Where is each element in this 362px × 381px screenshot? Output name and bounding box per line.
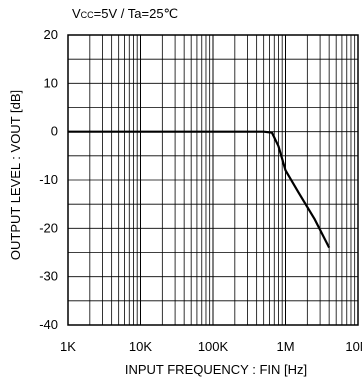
y-tick-label: -30: [39, 269, 58, 284]
plot-frame: [67, 34, 359, 326]
condition-rest: =5V / Ta=25℃: [94, 6, 178, 21]
series-lines: [68, 130, 331, 249]
x-axis-title: INPUT FREQUENCY : FIN [Hz]: [125, 362, 307, 377]
y-tick-label: -40: [39, 317, 58, 332]
x-tick-label: 10M: [345, 339, 362, 354]
y-tick-labels: 20 10 0 -10 -20 -30 -40: [39, 27, 58, 332]
grid: [68, 35, 358, 325]
x-tick-label: 100K: [198, 339, 229, 354]
series-line: [68, 130, 331, 249]
condition-label: VCC=5V / Ta=25℃: [72, 6, 178, 21]
y-tick-label: 20: [44, 27, 58, 42]
y-tick-label: 10: [44, 75, 58, 90]
y-tick-label: -10: [39, 172, 58, 187]
x-tick-labels: 1K 10K 100K 1M 10M: [60, 339, 362, 354]
x-tick-label: 1K: [60, 339, 76, 354]
condition-prefix: V: [72, 6, 81, 21]
y-tick-label: -20: [39, 220, 58, 235]
x-tick-label: 10K: [129, 339, 152, 354]
y-axis-title: OUTPUT LEVEL : VOUT [dB]: [8, 90, 23, 260]
x-tick-label: 1M: [276, 339, 294, 354]
condition-subscript: CC: [81, 10, 94, 20]
y-tick-label: 0: [51, 124, 58, 139]
